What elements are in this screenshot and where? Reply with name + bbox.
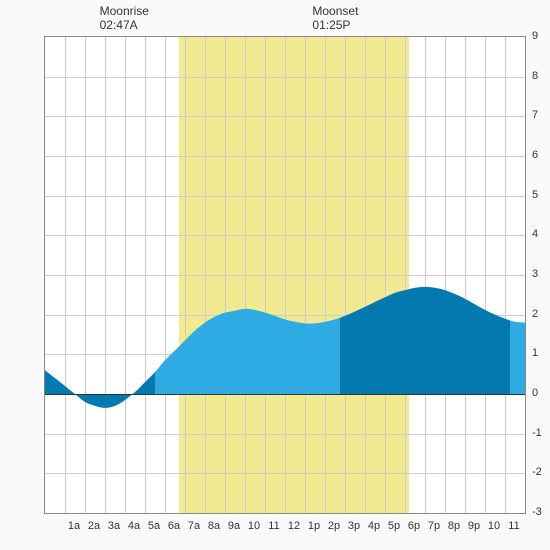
y-tick-label: 4 [532, 228, 538, 240]
x-tick-label: 3p [348, 520, 360, 532]
y-tick-label: -1 [532, 427, 542, 439]
x-tick-label: 9a [228, 520, 240, 532]
x-tick-label: 10 [248, 520, 260, 532]
moonset-time: 01:25P [312, 18, 350, 32]
y-tick-label: 9 [532, 30, 538, 42]
y-tick-label: 8 [532, 70, 538, 82]
x-tick-label: 5a [148, 520, 160, 532]
x-tick-label: 10 [488, 520, 500, 532]
y-tick-label: -3 [532, 506, 542, 518]
x-tick-label: 8a [208, 520, 220, 532]
x-tick-label: 2a [88, 520, 100, 532]
y-tick-label: 3 [532, 268, 538, 280]
y-tick-label: 1 [532, 347, 538, 359]
x-tick-label: 6p [408, 520, 420, 532]
y-tick-label: 6 [532, 149, 538, 161]
x-tick-label: 5p [388, 520, 400, 532]
x-tick-label: 9p [468, 520, 480, 532]
x-tick-label: 11 [268, 520, 279, 532]
x-tick-label: 8p [448, 520, 460, 532]
x-tick-label: 1p [308, 520, 320, 532]
x-tick-label: 7p [428, 520, 440, 532]
x-tick-label: 2p [328, 520, 340, 532]
x-tick-label: 4a [128, 520, 140, 532]
moonrise-time: 02:47A [100, 18, 138, 32]
x-tick-label: 6a [168, 520, 180, 532]
x-tick-label: 3a [108, 520, 120, 532]
tide-chart-container: Moonrise 02:47A Moonset 01:25P 1a 2a 3a 4a 5… [0, 0, 550, 550]
y-tick-label: 5 [532, 189, 538, 201]
zero-axis [45, 394, 525, 395]
x-tick-label: 7a [188, 520, 200, 532]
chart-area: Moonrise 02:47A Moonset 01:25P 1a2a3a4a5… [44, 36, 524, 512]
x-tick-label: 11 [508, 520, 519, 532]
y-tick-label: 0 [532, 387, 538, 399]
moonrise-label: Moonrise [100, 4, 149, 18]
x-tick-label: 1a [68, 520, 80, 532]
x-tick-label: 12 [288, 520, 300, 532]
y-tick-label: 7 [532, 109, 538, 121]
y-tick-label: 2 [532, 308, 538, 320]
plot-area [44, 36, 526, 514]
tide-curve [45, 37, 525, 513]
y-tick-label: -2 [532, 466, 542, 478]
moonset-label: Moonset [312, 4, 358, 18]
x-tick-label: 4p [368, 520, 380, 532]
